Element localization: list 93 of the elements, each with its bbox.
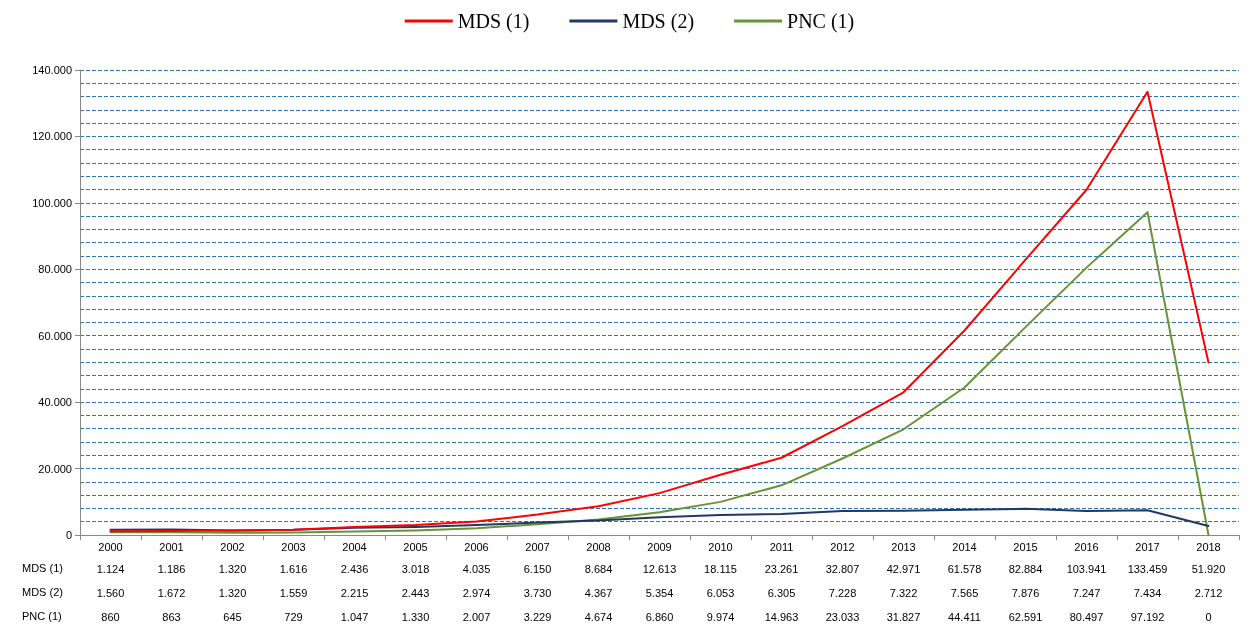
data-label: 2.007 — [462, 611, 491, 623]
data-label: 44.411 — [948, 611, 981, 623]
data-label: 61.578 — [947, 563, 982, 575]
data-label: 645 — [223, 611, 242, 623]
data-label: 2.974 — [462, 587, 491, 599]
y-tick-label: 0 — [65, 529, 72, 541]
data-label: 23.261 — [764, 563, 799, 575]
data-label: 7.565 — [950, 587, 979, 599]
data-label: 1.672 — [157, 587, 186, 599]
text: MDS (2) — [22, 585, 63, 598]
data-label: 80.497 — [1069, 611, 1104, 623]
legend-label: PNC (1) — [787, 10, 855, 33]
data-label: 6.305 — [767, 587, 796, 599]
x-tick-label: 2001 — [159, 540, 184, 553]
data-label: 2.712 — [1194, 587, 1223, 599]
data-label: 62.591 — [1008, 611, 1043, 623]
data-label: 3.018 — [401, 563, 430, 575]
text: PNC (1) — [22, 609, 62, 622]
data-label: 863 — [162, 611, 181, 623]
data-label: 4.035 — [462, 563, 491, 575]
data-label: 729 — [284, 611, 303, 623]
line-series — [109, 507, 1210, 532]
data-label: 7.876 — [1011, 587, 1040, 599]
x-tick-label: 2015 — [1013, 540, 1038, 553]
data-label: 3.730 — [523, 587, 552, 599]
data-label: 1.320 — [218, 587, 247, 599]
x-tick-label: 2008 — [586, 540, 611, 553]
data-label: 2.443 — [401, 587, 430, 599]
x-tick-label: 2007 — [525, 540, 550, 553]
line-series — [109, 90, 1210, 533]
data-label: 51.920 — [1191, 563, 1226, 575]
data-label: 1.559 — [279, 587, 308, 599]
data-label: 32.807 — [825, 563, 860, 575]
x-tick-label: 2012 — [830, 540, 855, 553]
data-label: 7.322 — [889, 587, 918, 599]
data-label: 42.971 — [886, 563, 921, 575]
x-tick-label: 2013 — [891, 540, 916, 553]
data-label: 4.674 — [584, 611, 613, 623]
x-tick-label: 2010 — [708, 540, 733, 553]
y-tick-label: 80.000 — [38, 263, 72, 276]
data-label: 6.150 — [523, 563, 552, 575]
data-label: 1.186 — [157, 563, 186, 575]
data-label: 0 — [1205, 611, 1212, 623]
data-label: 23.033 — [825, 611, 860, 623]
data-label: 5.354 — [645, 587, 674, 599]
data-label: 97.192 — [1130, 611, 1165, 623]
data-label: 3.229 — [523, 611, 552, 623]
data-label: 2.436 — [340, 563, 369, 575]
x-tick-label: 2011 — [769, 540, 794, 553]
data-label: 12.613 — [642, 563, 677, 575]
y-tick-label: 100.000 — [32, 196, 72, 209]
data-label: 1.124 — [96, 563, 125, 575]
data-label: 6.053 — [706, 587, 735, 599]
data-label: 31.827 — [886, 611, 921, 623]
data-label: 1.616 — [279, 563, 308, 575]
data-label: 7.434 — [1133, 587, 1162, 599]
x-tick-label: 2002 — [220, 540, 245, 553]
legend-label: MDS (2) — [622, 10, 695, 33]
data-label: 4.367 — [584, 587, 613, 599]
x-tick-label: 2018 — [1196, 540, 1221, 553]
text: MDS (1) — [22, 561, 63, 574]
data-label: 7.228 — [828, 587, 857, 599]
y-tick-label: 140.000 — [32, 64, 72, 76]
x-tick-label: 2009 — [647, 540, 672, 553]
y-tick-label: 120.000 — [32, 130, 72, 143]
data-label: 1.047 — [340, 611, 369, 623]
data-label: 18.115 — [704, 563, 737, 575]
x-tick-label: 2000 — [98, 540, 123, 553]
data-label: 133.459 — [1127, 563, 1168, 575]
x-tick-label: 2004 — [342, 540, 367, 553]
legend-label: MDS (1) — [457, 10, 530, 33]
x-tick-label: 2006 — [464, 540, 489, 553]
data-label: 1.330 — [401, 611, 430, 623]
data-label: 7.247 — [1072, 587, 1101, 599]
y-tick-label: 20.000 — [38, 462, 72, 475]
y-tick-label: 60.000 — [38, 329, 72, 342]
data-label: 860 — [101, 611, 120, 623]
data-label: 8.684 — [584, 563, 613, 575]
data-label: 1.320 — [218, 563, 247, 575]
data-label: 1.560 — [96, 587, 125, 599]
data-label: 9.974 — [706, 611, 735, 623]
data-label: 6.860 — [645, 611, 674, 623]
x-tick-label: 2003 — [281, 540, 306, 553]
x-tick-label: 2014 — [952, 540, 977, 553]
y-tick-label: 40.000 — [38, 396, 72, 409]
data-label: 103.941 — [1066, 563, 1107, 575]
data-label: 14.963 — [764, 611, 799, 623]
data-label: 2.215 — [340, 587, 369, 599]
data-label: 82.884 — [1008, 563, 1043, 575]
x-tick-label: 2017 — [1135, 540, 1160, 553]
x-tick-label: 2016 — [1074, 540, 1099, 553]
x-tick-label: 2005 — [403, 540, 428, 553]
line-series — [109, 211, 1210, 536]
